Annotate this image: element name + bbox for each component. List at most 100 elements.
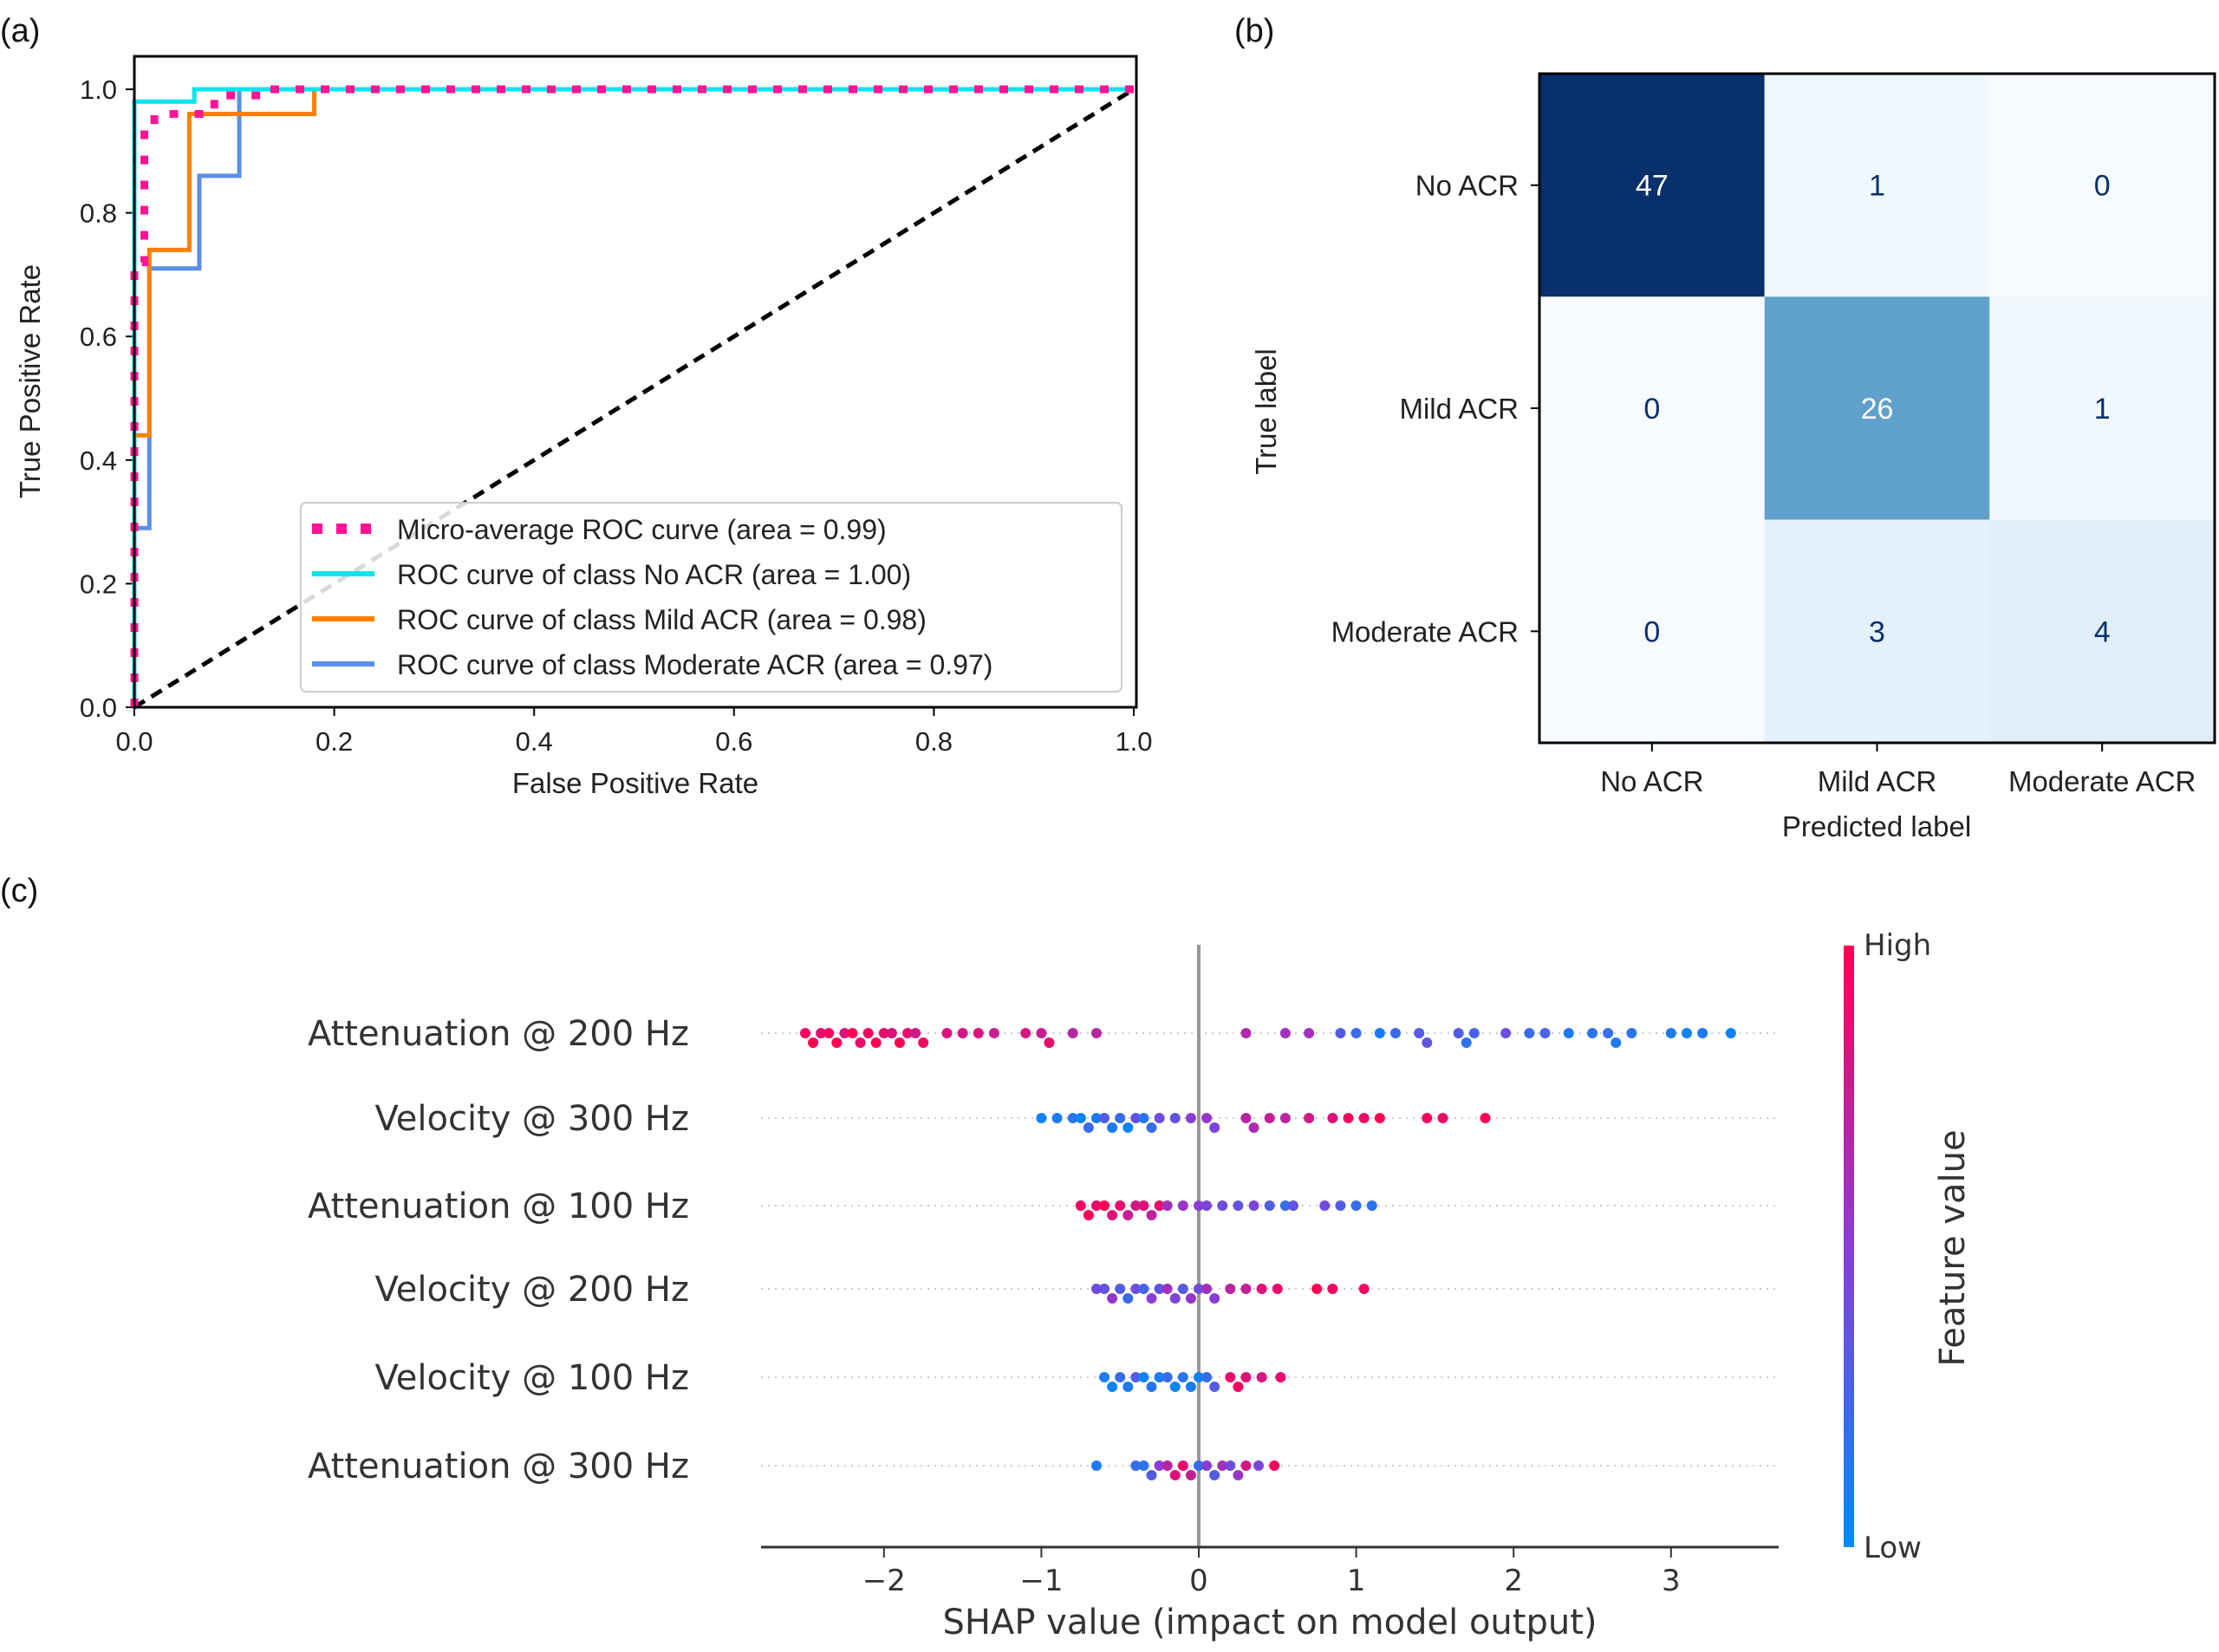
shap-point xyxy=(1500,1028,1512,1038)
shap-point xyxy=(1162,1372,1173,1382)
x-tick-label: 0 xyxy=(1189,1564,1208,1598)
shap-point xyxy=(1075,1200,1086,1211)
colorbar-high-label: High xyxy=(1864,928,1931,963)
shap-point xyxy=(1090,1200,1102,1211)
shap-point xyxy=(1083,1210,1094,1220)
shap-point xyxy=(1335,1028,1346,1038)
shap-point xyxy=(1201,1372,1213,1382)
shap-point xyxy=(1154,1200,1165,1211)
shap-point xyxy=(1169,1470,1181,1480)
shap-point xyxy=(1130,1200,1142,1211)
shap-point xyxy=(1099,1200,1110,1211)
shap-point xyxy=(1240,1028,1252,1038)
legend-entry: ROC curve of class Moderate ACR (area = … xyxy=(397,649,992,680)
shap-point xyxy=(1090,1460,1102,1471)
shap-point xyxy=(1461,1037,1472,1048)
roc-series-3 xyxy=(132,87,1134,707)
shap-point xyxy=(1201,1200,1213,1211)
legend-box xyxy=(300,502,1123,693)
shap-point xyxy=(862,1028,874,1038)
shap-point xyxy=(1587,1028,1598,1038)
shap-point xyxy=(941,1028,953,1038)
cm-cell xyxy=(1989,74,2215,297)
shap-point xyxy=(1107,1210,1118,1220)
shap-point xyxy=(1256,1372,1267,1382)
x-tick-label: 0.4 xyxy=(516,726,553,757)
shap-point xyxy=(1468,1028,1480,1038)
cm-cell-value: 0 xyxy=(1643,393,1660,426)
shap-point xyxy=(988,1028,999,1038)
shap-point xyxy=(1130,1284,1142,1294)
shap-summary-plot: (c) Attenuation @ 200 Hz Velocity @ 300 H… xyxy=(0,873,1973,1642)
shap-point xyxy=(1130,1372,1142,1382)
shap-point xyxy=(1225,1284,1236,1294)
shap-point xyxy=(1414,1028,1425,1038)
shap-point xyxy=(1090,1113,1102,1123)
shap-point xyxy=(1107,1122,1118,1133)
shap-point xyxy=(1248,1122,1259,1133)
shap-point xyxy=(1358,1284,1370,1294)
shap-point xyxy=(1240,1460,1252,1471)
shap-point xyxy=(1099,1372,1110,1382)
shap-point xyxy=(1681,1028,1692,1038)
shap-point xyxy=(1304,1113,1315,1123)
shap-point xyxy=(831,1037,843,1048)
shap-point xyxy=(1287,1200,1298,1211)
shap-point xyxy=(1603,1028,1614,1038)
shap-point xyxy=(1177,1200,1188,1211)
roc-x-axis-label: False Positive Rate xyxy=(512,767,758,799)
shap-point xyxy=(1123,1293,1134,1304)
shap-point xyxy=(1279,1200,1291,1211)
x-tick-label: 0.0 xyxy=(115,726,153,757)
shap-point xyxy=(1264,1113,1275,1123)
x-tick-label: −2 xyxy=(862,1564,906,1598)
shap-point xyxy=(1154,1113,1165,1123)
shap-point xyxy=(1240,1284,1252,1294)
cm-axes-frame xyxy=(1538,72,2216,745)
shap-point xyxy=(1233,1382,1244,1392)
roc-y-axis-label: True Positive Rate xyxy=(14,264,46,498)
shap-point xyxy=(1083,1122,1094,1133)
cm-x-tick-label: Mild ACR xyxy=(1818,765,1937,797)
cm-cell-value: 0 xyxy=(1643,615,1660,648)
shap-point xyxy=(1123,1122,1134,1133)
legend-entry: ROC curve of class Mild ACR (area = 0.98… xyxy=(397,604,927,635)
roc-series-2 xyxy=(132,87,1134,707)
panel-label-a: (a) xyxy=(0,13,40,49)
shap-point xyxy=(1524,1028,1535,1038)
shap-point xyxy=(1154,1460,1165,1471)
shap-point xyxy=(1240,1372,1252,1382)
roc-series-0 xyxy=(130,85,1134,707)
shap-point xyxy=(847,1028,858,1038)
legend-entry: Micro-average ROC curve (area = 0.99) xyxy=(397,514,887,545)
shap-point xyxy=(1225,1460,1236,1471)
cm-cell xyxy=(1989,519,2215,743)
shap-point xyxy=(1099,1284,1110,1294)
shap-point xyxy=(1256,1284,1267,1294)
shap-point xyxy=(1209,1122,1220,1133)
shap-point xyxy=(1665,1028,1676,1038)
shap-point xyxy=(1374,1028,1385,1038)
shap-point xyxy=(1146,1382,1157,1392)
shap-point xyxy=(1319,1200,1331,1211)
feature-label: Velocity @ 100 Hz xyxy=(375,1358,689,1398)
shap-point xyxy=(1138,1284,1149,1294)
shap-point xyxy=(1269,1460,1280,1471)
shap-point xyxy=(1185,1470,1196,1480)
legend-entry: ROC curve of class No ACR (area = 1.00) xyxy=(397,559,911,590)
shap-point xyxy=(1138,1460,1149,1471)
shap-point xyxy=(957,1028,968,1038)
shap-point xyxy=(886,1028,897,1038)
shap-point xyxy=(1343,1113,1354,1123)
feature-label: Attenuation @ 300 Hz xyxy=(308,1447,689,1486)
shap-point xyxy=(1090,1028,1102,1038)
shap-point xyxy=(1107,1293,1118,1304)
cm-cell xyxy=(1539,74,1765,297)
shap-point xyxy=(1107,1382,1118,1392)
shap-point xyxy=(1209,1382,1220,1392)
cm-y-tick-label: No ACR xyxy=(1415,170,1519,202)
shap-point xyxy=(1209,1293,1220,1304)
shap-point xyxy=(1422,1037,1433,1048)
y-tick-label: 1.0 xyxy=(80,75,117,105)
shap-point xyxy=(1217,1200,1228,1211)
